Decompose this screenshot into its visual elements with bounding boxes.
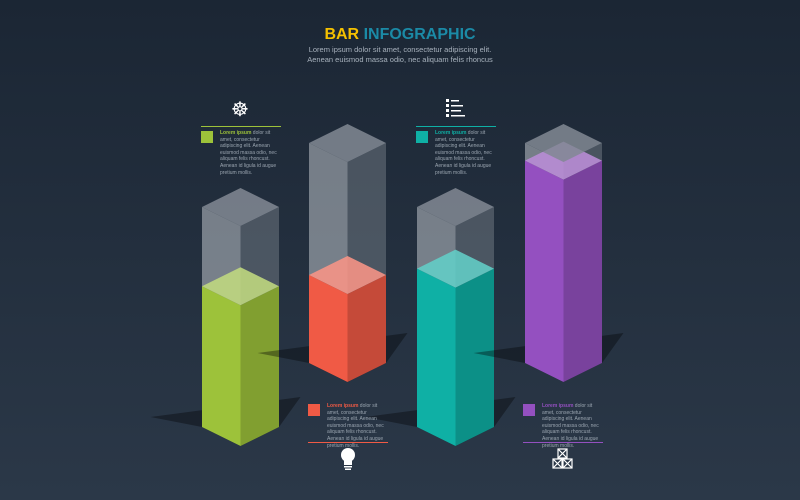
bar-glass-left [309, 143, 348, 294]
bar-fill-left-2 [309, 275, 348, 382]
list-icon [440, 97, 470, 125]
bar-fill-right-1 [240, 286, 279, 446]
divider [523, 442, 603, 443]
bar-glass-top [202, 188, 279, 226]
bar-fill-right-4 [563, 160, 602, 382]
bar-glass-right [347, 143, 386, 294]
divider [308, 442, 388, 443]
bar-fill-top-3 [417, 249, 494, 288]
bar-fill-right-2 [347, 275, 386, 382]
text-block-1: Lorem ipsum dolor sit amet, consectetur … [201, 127, 281, 176]
swatch [523, 404, 535, 416]
bar-fill-left-4 [525, 160, 564, 382]
text-block-2: Lorem ipsum dolor sit amet, consectetur … [308, 400, 388, 449]
subtitle: Lorem ipsum dolor sit amet, consectetur … [307, 45, 493, 64]
text-block-3: Lorem ipsum dolor sit amet, consectetur … [416, 127, 496, 176]
bar-glass-top [525, 124, 602, 162]
divider [201, 126, 281, 127]
lightbulb-icon [333, 446, 363, 478]
bar-fill-right-3 [455, 268, 494, 446]
bar-fill-left-1 [202, 286, 241, 446]
swatch [201, 131, 213, 143]
boxes-icon [548, 447, 578, 477]
bar-fill-top-2 [309, 256, 386, 294]
swatch [308, 404, 320, 416]
ship-wheel-icon: ☸ [231, 99, 249, 121]
bar-glass-top [417, 188, 494, 226]
bar-glass-top [309, 124, 386, 162]
divider [416, 126, 496, 127]
bar-fill-top-1 [202, 267, 279, 306]
swatch [416, 131, 428, 143]
text-block-4: Lorem ipsum dolor sit amet, consectetur … [523, 400, 603, 449]
title: BAR INFOGRAPHIC [324, 26, 476, 43]
bar-fill-left-3 [417, 268, 456, 446]
